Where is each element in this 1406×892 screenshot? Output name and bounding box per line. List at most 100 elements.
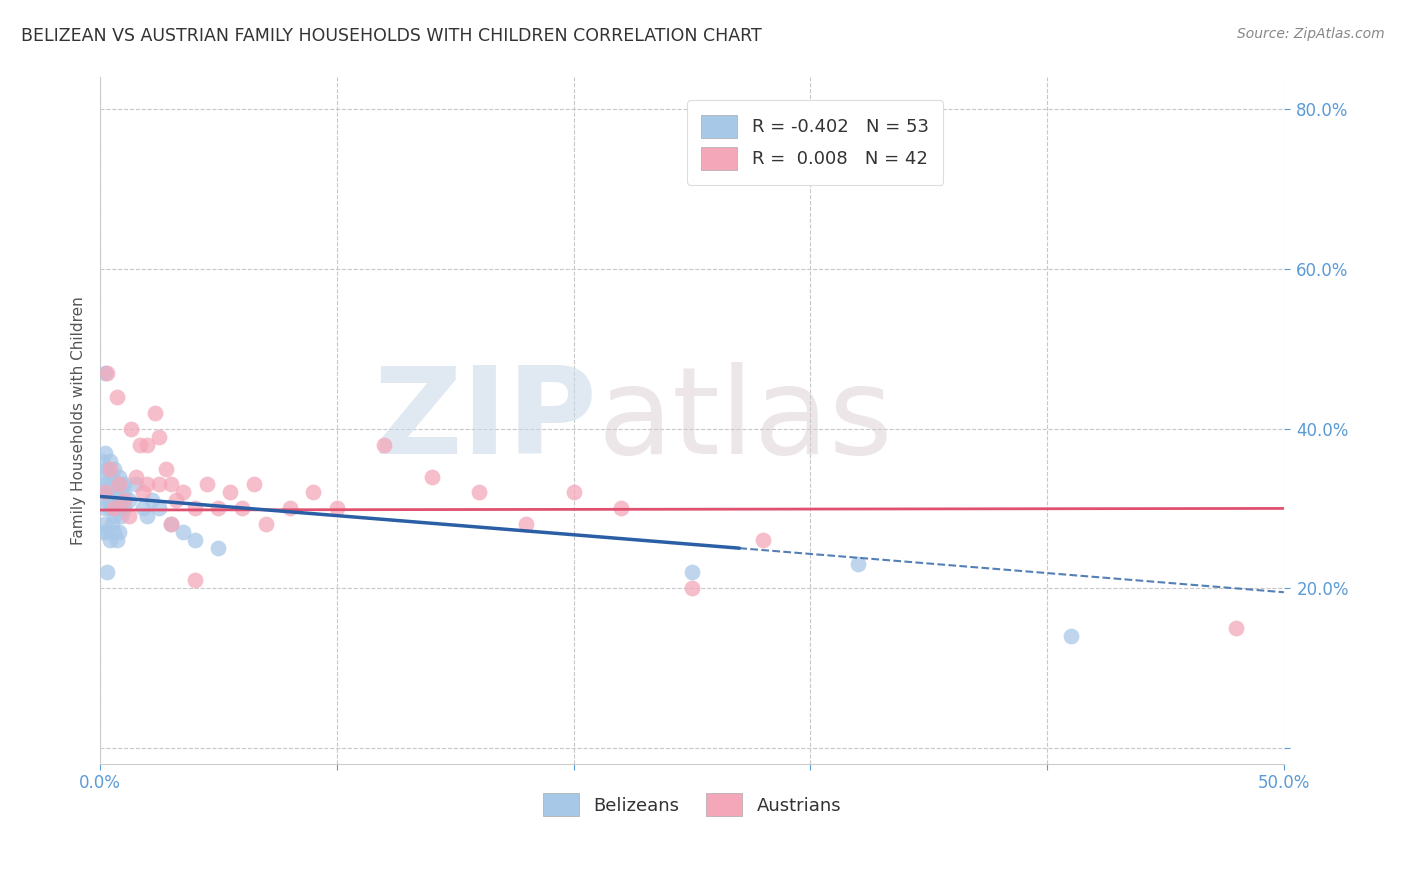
Point: [136, 509, 159, 524]
Point: [94, 501, 117, 516]
Point: [91, 525, 114, 540]
Point: [108, 469, 131, 483]
Point: [105, 493, 128, 508]
Point: [120, 422, 142, 436]
Point: [110, 485, 132, 500]
Point: [103, 461, 125, 475]
Point: [112, 485, 135, 500]
Point: [96, 525, 118, 540]
Point: [165, 493, 187, 508]
Point: [143, 406, 166, 420]
Point: [243, 477, 266, 491]
Point: [136, 477, 159, 491]
Point: [91, 453, 114, 467]
Point: [91, 485, 114, 500]
Point: [96, 485, 118, 500]
Point: [610, 501, 633, 516]
Text: BELIZEAN VS AUSTRIAN FAMILY HOUSEHOLDS WITH CHILDREN CORRELATION CHART: BELIZEAN VS AUSTRIAN FAMILY HOUSEHOLDS W…: [21, 27, 762, 45]
Point: [141, 493, 163, 508]
Point: [148, 429, 170, 443]
Point: [129, 437, 152, 451]
Point: [468, 485, 491, 500]
Point: [108, 477, 131, 491]
Point: [254, 517, 277, 532]
Point: [112, 477, 135, 491]
Point: [94, 445, 117, 459]
Point: [96, 493, 118, 508]
Point: [103, 485, 125, 500]
Point: [105, 501, 128, 516]
Point: [105, 477, 128, 491]
Point: [184, 574, 207, 588]
Point: [681, 566, 703, 580]
Point: [373, 437, 395, 451]
Point: [108, 493, 131, 508]
Point: [132, 485, 155, 500]
Text: Source: ZipAtlas.com: Source: ZipAtlas.com: [1237, 27, 1385, 41]
Point: [103, 509, 125, 524]
Legend: Belizeans, Austrians: Belizeans, Austrians: [536, 786, 849, 823]
Point: [117, 493, 139, 508]
Point: [231, 501, 253, 516]
Point: [103, 525, 125, 540]
Point: [207, 541, 229, 556]
Point: [110, 477, 132, 491]
Point: [101, 469, 124, 483]
Point: [420, 469, 443, 483]
Y-axis label: Family Households with Children: Family Households with Children: [72, 296, 86, 545]
Point: [112, 501, 135, 516]
Point: [160, 477, 183, 491]
Point: [219, 485, 242, 500]
Point: [155, 461, 177, 475]
Point: [94, 485, 117, 500]
Point: [326, 501, 349, 516]
Point: [101, 517, 124, 532]
Point: [207, 501, 229, 516]
Point: [96, 366, 118, 380]
Point: [148, 501, 170, 516]
Text: atlas: atlas: [598, 362, 893, 479]
Point: [94, 517, 117, 532]
Point: [105, 533, 128, 548]
Point: [160, 517, 183, 532]
Point: [1060, 629, 1083, 643]
Point: [562, 485, 585, 500]
Point: [172, 525, 194, 540]
Point: [1225, 621, 1247, 635]
Point: [752, 533, 775, 548]
Point: [105, 390, 128, 404]
Point: [136, 437, 159, 451]
Point: [94, 477, 117, 491]
Point: [184, 533, 207, 548]
Point: [98, 493, 121, 508]
Text: ZIP: ZIP: [374, 362, 598, 479]
Point: [98, 453, 121, 467]
Point: [846, 558, 869, 572]
Point: [302, 485, 325, 500]
Point: [94, 366, 117, 380]
Point: [132, 501, 155, 516]
Point: [184, 501, 207, 516]
Point: [124, 469, 146, 483]
Point: [98, 501, 121, 516]
Point: [112, 493, 135, 508]
Point: [117, 509, 139, 524]
Point: [681, 581, 703, 595]
Point: [98, 461, 121, 475]
Point: [160, 517, 183, 532]
Point: [91, 469, 114, 483]
Point: [124, 477, 146, 491]
Point: [108, 501, 131, 516]
Point: [98, 533, 121, 548]
Point: [103, 501, 125, 516]
Point: [148, 477, 170, 491]
Point: [108, 525, 131, 540]
Point: [195, 477, 218, 491]
Point: [278, 501, 301, 516]
Point: [110, 509, 132, 524]
Point: [96, 566, 118, 580]
Point: [172, 485, 194, 500]
Point: [101, 493, 124, 508]
Point: [101, 477, 124, 491]
Point: [96, 461, 118, 475]
